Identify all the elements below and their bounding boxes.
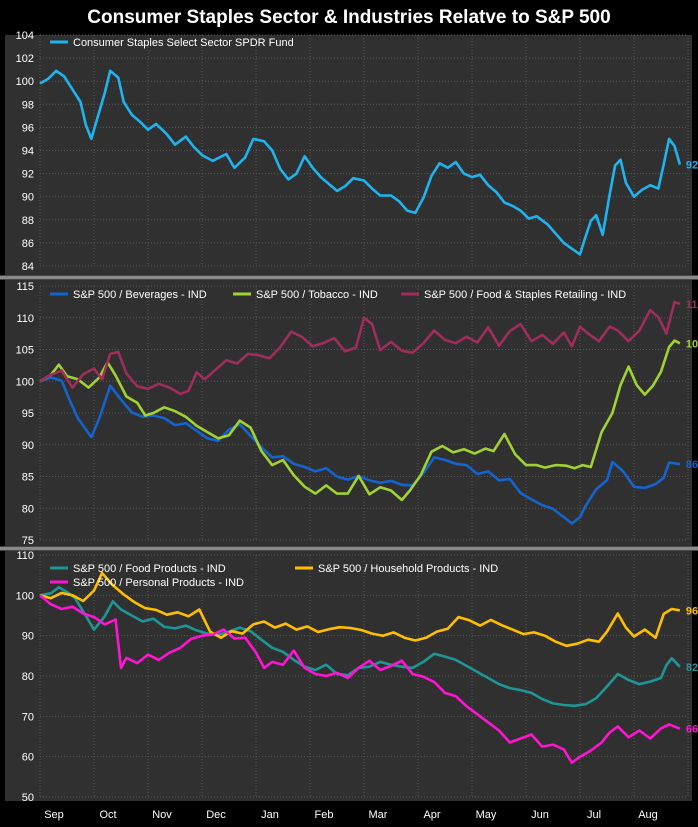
chart-panel-2: 75 80 85 90 95 100 105 110 115 86.96 105.98 112.16 S… [5,280,698,547]
legend-item: S&P 500 / Personal Products - IND [50,577,244,589]
x-tick-label: Apr [423,809,440,821]
chart-title: Consumer Staples Sector & Industries Rel… [87,7,611,28]
y-tick-label: 100 [16,590,34,602]
legend-item: Consumer Staples Select Sector SPDR Fund [50,37,294,49]
panel-background [5,280,692,546]
y-tick-label: 90 [22,440,34,452]
y-tick-label: 80 [22,503,34,515]
series-last-value-label: 96.26 [686,605,698,617]
y-tick-label: 92 [22,169,34,181]
legend-item: S&P 500 / Beverages - IND [50,289,207,301]
y-tick-label: 84 [22,261,34,273]
legend-label: S&P 500 / Household Products - IND [318,563,498,575]
panel-separator [0,546,698,551]
y-tick-label: 80 [22,671,34,683]
x-tick-label: Nov [152,809,172,821]
y-tick-label: 94 [22,146,34,158]
panel-background [5,35,692,275]
x-tick-label: Sep [44,809,64,821]
x-tick-label: Dec [206,809,226,821]
y-tick-label: 95 [22,408,34,420]
y-tick-label: 102 [16,53,34,65]
y-tick-label: 96 [22,122,34,134]
y-tick-label: 70 [22,711,34,723]
y-tick-label: 98 [22,99,34,111]
series-line-3-3 [39,594,681,764]
series-last-value-label: 105.98 [686,338,698,350]
x-tick-label: Jul [587,809,601,821]
y-tick-label: 86 [22,238,34,250]
legend-label: S&P 500 / Personal Products - IND [73,577,244,589]
y-tick-label: 85 [22,472,34,484]
y-tick-label: 90 [22,631,34,643]
series-last-value-label: 66.93 [686,724,698,736]
series-line-3-2 [39,571,681,648]
legend-label: S&P 500 / Food Products - IND [73,563,226,575]
x-tick-label: Feb [315,809,334,821]
y-tick-label: 88 [22,215,34,227]
legend-item: S&P 500 / Household Products - IND [295,563,498,575]
series-last-value-label: 92.78 [686,160,698,172]
series-line-1-1 [39,69,682,256]
legend-label: S&P 500 / Tobacco - IND [256,289,378,301]
series-line-2-3 [39,300,681,396]
y-tick-label: 100 [16,76,34,88]
x-tick-label: May [476,809,497,821]
x-tick-label: Mar [369,809,388,821]
y-tick-label: 60 [22,752,34,764]
legend-label: S&P 500 / Food & Staples Retailing - IND [424,289,626,301]
series-last-value-label: 86.96 [686,459,698,471]
series-last-value-label: 82.27 [686,662,698,674]
x-tick-label: Aug [638,809,658,821]
y-tick-label: 50 [22,792,34,804]
legend-item: S&P 500 / Tobacco - IND [233,289,378,301]
legend-label: Consumer Staples Select Sector SPDR Fund [73,37,294,49]
y-tick-label: 110 [16,313,34,325]
x-tick-label: Oct [99,809,116,821]
x-tick-label: Jun [531,809,549,821]
panel-separator [0,275,698,280]
y-tick-label: 104 [16,30,34,42]
series-line-2-2 [39,339,681,502]
series-line-2-1 [39,376,681,525]
legend-item: S&P 500 / Food Products - IND [50,563,226,575]
y-tick-label: 90 [22,192,34,204]
y-tick-label: 100 [16,376,34,388]
y-tick-label: 75 [22,535,34,547]
legend-label: S&P 500 / Beverages - IND [73,289,207,301]
y-tick-label: 115 [16,281,34,293]
y-tick-label: 105 [16,345,34,357]
y-tick-label: 110 [16,550,34,562]
x-tick-label: Jan [261,809,279,821]
legend-item: S&P 500 / Food & Staples Retailing - IND [401,289,626,301]
chart-panel-3: 50 60 70 80 90 100 110 82.27 96.26 66.93 S&P 500 /… [5,550,698,804]
chart-panel-1: 84 86 88 90 92 94 96 98 100 102 104 92.78 Consumer S… [5,30,698,275]
series-last-value-label: 112.16 [686,299,698,311]
